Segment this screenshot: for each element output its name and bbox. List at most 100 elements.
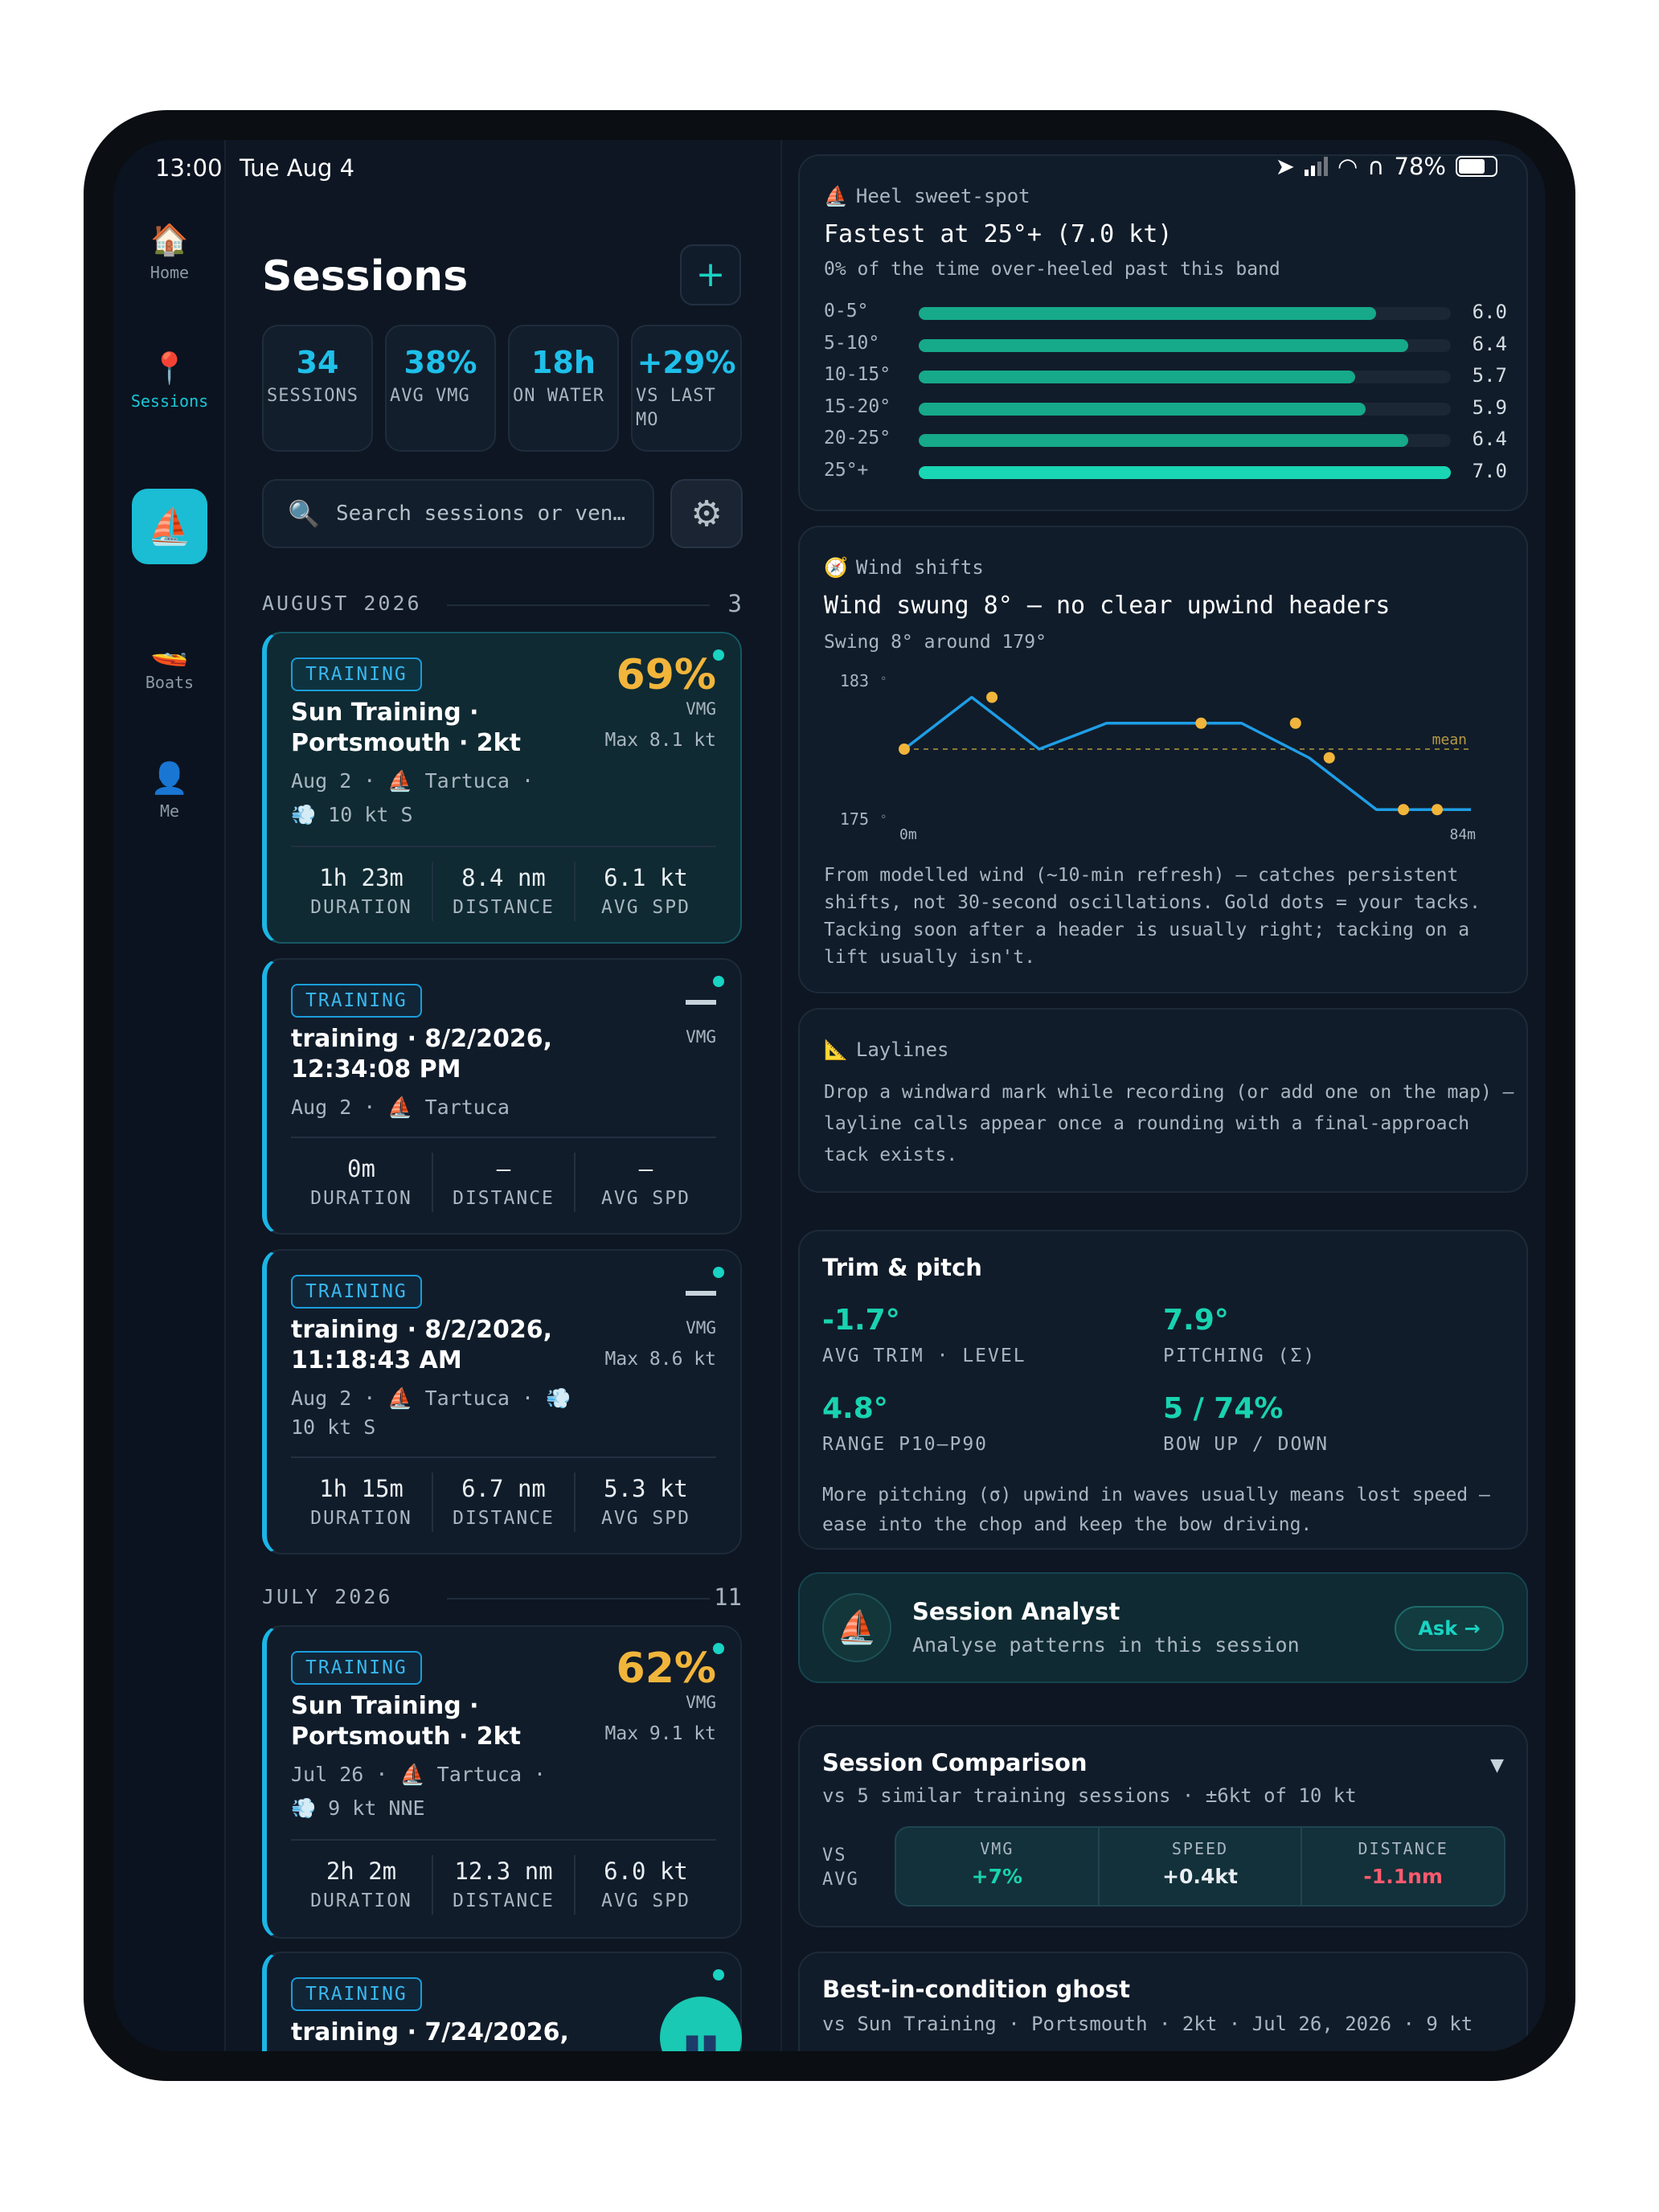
analyst-sub: Analyse patterns in this session <box>912 1633 1300 1657</box>
vs-avg-label: VS AVG <box>822 1845 859 1890</box>
heel-band-bar <box>919 307 1377 320</box>
triangle-ruler-icon: 📐 <box>824 1038 848 1061</box>
heel-band-bar <box>919 338 1409 352</box>
rail-item-sessions[interactable]: 📍 Sessions <box>113 350 226 411</box>
heel-band-bar <box>919 465 1451 479</box>
session-card[interactable]: TRAINING 69% VMG Max 8.1 kt Sun Training… <box>262 632 742 944</box>
settings-button[interactable]: ⚙ <box>670 479 743 548</box>
heel-band-value: 6.4 <box>1472 332 1507 355</box>
vmg-percent: 62% <box>616 1645 716 1693</box>
bar-chart-icon: ▮▮ <box>682 2027 719 2051</box>
ask-button[interactable]: Ask → <box>1395 1606 1504 1651</box>
heel-band-track <box>919 402 1451 416</box>
comparison-panel[interactable]: Session Comparison ▼ vs 5 similar traini… <box>798 1725 1528 1927</box>
vmg-label: VMG <box>686 1693 716 1712</box>
session-meta: Aug 2 · ⛵ Tartuca · <box>291 769 535 793</box>
session-card[interactable]: TRAINING VMG Max 8.6 kt training · 8/2/2… <box>262 1249 742 1555</box>
pin-icon: 📍 <box>150 350 189 386</box>
heel-band-label: 0-5° <box>824 301 869 322</box>
rail-item-home[interactable]: 🏠 Home <box>113 222 226 282</box>
month-count: 11 <box>714 1583 742 1611</box>
heel-band-track <box>919 465 1451 479</box>
gear-icon: ⚙ <box>690 494 723 535</box>
location-icon: ➤ <box>1275 153 1295 180</box>
signal-icon <box>1304 157 1328 176</box>
metric-avg-speed: – AVG SPD <box>576 1153 716 1212</box>
wind-chart: 183 ° 175 ° 0m 84m mean <box>840 671 1476 843</box>
trim-panel: Trim & pitch -1.7° AVG TRIM · LEVEL 7.9°… <box>798 1230 1528 1550</box>
rail-item-boats[interactable]: 🚤 Boats <box>113 632 226 692</box>
y-tick-label: 175 <box>840 809 869 829</box>
analyst-panel[interactable]: ⛵ Session Analyst Analyse patterns in th… <box>798 1572 1528 1683</box>
tack-dot <box>1398 804 1410 816</box>
range-label: RANGE P10–P90 <box>822 1434 989 1455</box>
section-title: Best-in-condition ghost <box>822 1976 1130 2003</box>
session-type-badge: TRAINING <box>291 1651 422 1685</box>
tack-dot <box>1289 717 1301 729</box>
x-tick-label: 0m <box>899 826 917 843</box>
session-metrics: 2h 2m DURATION 12.3 nm DISTANCE 6.0 kt AVG … <box>291 1855 716 1915</box>
compare-value: +0.4kt <box>1162 1865 1238 1888</box>
rail-label-sessions: Sessions <box>130 391 209 411</box>
session-meta: Aug 2 · ⛵ Tartuca <box>291 1096 510 1119</box>
chevron-down-icon[interactable]: ▼ <box>1490 1755 1504 1776</box>
metric-label: AVG SPD <box>601 1508 690 1529</box>
metric-value: 0m <box>347 1155 375 1182</box>
session-name: training · 8/2/2026, 11:18:43 AM <box>291 1316 552 1374</box>
session-type-badge: TRAINING <box>291 1275 422 1309</box>
panel-header: 🧭 Wind shifts <box>824 556 984 579</box>
chart-grid: 183 ° 175 ° 0m 84m mean <box>840 671 1476 843</box>
stat-value: +29% <box>637 345 736 380</box>
section-title: Session Comparison <box>822 1749 1088 1776</box>
status-indicators: ➤ ◠ ∩ 78% <box>1276 153 1497 180</box>
session-name: Sun Training · Portsmouth · 2kt <box>291 698 521 757</box>
max-speed: Max 8.1 kt <box>604 730 716 751</box>
session-wind: 10 kt S <box>291 1415 376 1439</box>
compare-speed: SPEED +0.4kt <box>1100 1828 1303 1905</box>
metric-label: DURATION <box>310 1188 412 1209</box>
metric-label: DISTANCE <box>453 1188 555 1209</box>
status-dot <box>713 976 724 987</box>
vmg-empty-dash <box>686 1000 716 1005</box>
y-tick-mark: ° <box>880 813 887 826</box>
avg-trim-value: -1.7° <box>822 1304 900 1337</box>
compare-vmg: VMG +7% <box>896 1828 1100 1905</box>
rail-label-boats: Boats <box>145 673 195 692</box>
compare-label: DISTANCE <box>1358 1839 1448 1858</box>
session-card[interactable]: TRAINING 62% VMG Max 9.1 kt Sun Training… <box>262 1625 742 1939</box>
metric-distance: 6.7 nm DISTANCE <box>433 1473 576 1532</box>
session-metrics: 0m DURATION – DISTANCE – AVG SPD <box>291 1153 716 1212</box>
nav-rail: 🏠 Home 📍 Sessions ⛵ 🚤 Boats 👤 Me <box>113 140 226 2051</box>
sailboat-button[interactable]: ⛵ <box>132 489 207 564</box>
ghost-panel[interactable]: Best-in-condition ghost vs Sun Training … <box>798 1952 1528 2051</box>
pitching-label: PITCHING (Σ) <box>1163 1346 1317 1366</box>
heel-band-bar <box>919 371 1355 383</box>
stat-avg-vmg: 38% AVG VMG <box>385 325 496 452</box>
panel-header-text: Heel sweet-spot <box>855 185 1030 207</box>
metric-label: DURATION <box>310 1890 412 1911</box>
tack-dot <box>1195 717 1207 729</box>
tack-dot <box>986 691 998 703</box>
search-input[interactable]: 🔍 Search sessions or ven… <box>262 479 654 548</box>
laylines-text: Drop a windward mark while recording (or… <box>824 1082 1514 1165</box>
status-dot <box>713 1267 724 1278</box>
add-session-button[interactable]: + <box>680 244 741 305</box>
heel-band-label: 25°+ <box>824 459 869 481</box>
session-metrics: 1h 23m DURATION 8.4 nm DISTANCE 6.1 kt AVG … <box>291 862 716 921</box>
metric-label: AVG SPD <box>601 897 690 918</box>
panel-header-text: Wind shifts <box>855 556 984 579</box>
heel-band-label: 20-25° <box>824 428 891 449</box>
wind-panel: 🧭 Wind shifts Wind swung 8° — no clear up… <box>798 526 1528 993</box>
rail-item-me[interactable]: 👤 Me <box>113 760 226 821</box>
rail-label-home: Home <box>150 263 190 282</box>
range-value: 4.8° <box>822 1392 888 1425</box>
compare-value: +7% <box>971 1865 1023 1888</box>
session-name: training · 8/2/2026, 12:34:08 PM <box>291 1025 552 1083</box>
heel-band-value: 6.0 <box>1472 301 1507 323</box>
session-card[interactable]: TRAINING VMG training · 8/2/2026, 12:34:… <box>262 958 742 1235</box>
session-meta: Aug 2 · ⛵ Tartuca · 💨 <box>291 1387 571 1410</box>
trim-note: More pitching (σ) upwind in waves usuall… <box>822 1485 1490 1535</box>
headphones-icon: ∩ <box>1367 153 1385 180</box>
session-metrics: 1h 15m DURATION 6.7 nm DISTANCE 5.3 kt AVG … <box>291 1473 716 1532</box>
tack-dot <box>899 743 910 755</box>
